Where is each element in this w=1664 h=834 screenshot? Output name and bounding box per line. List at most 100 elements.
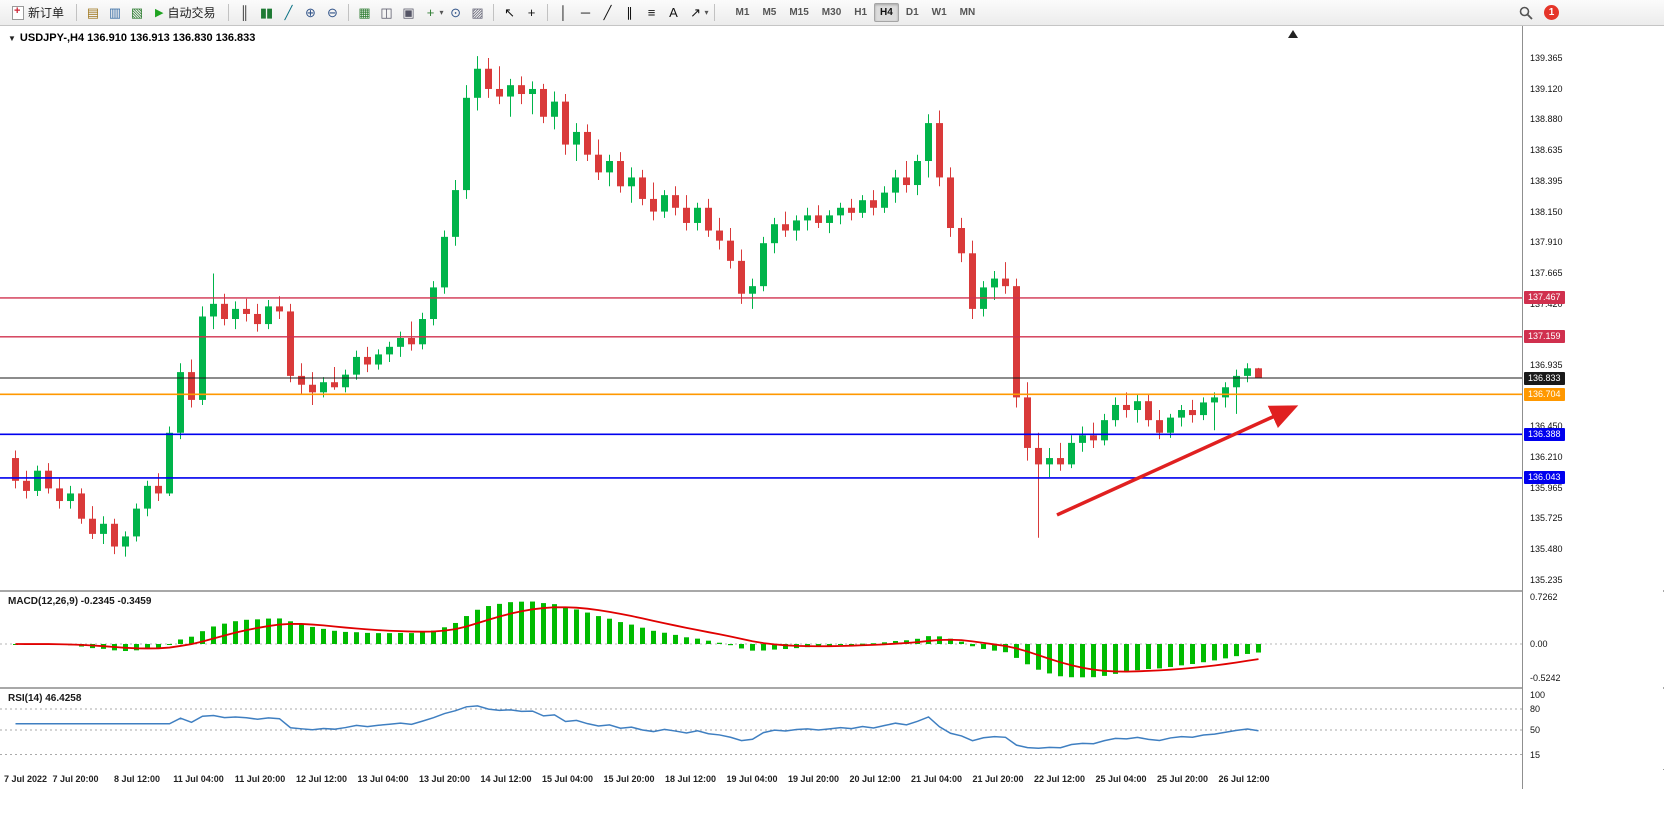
new-window-icon[interactable]: +	[426, 5, 435, 20]
candle-body	[540, 88, 547, 117]
search-icon[interactable]	[1515, 3, 1536, 23]
candle	[595, 139, 602, 180]
macd-histogram-bar	[486, 606, 491, 644]
candle	[892, 169, 899, 203]
market-watch-icon[interactable]: ▧	[130, 4, 143, 20]
timeframe-button-mn[interactable]: MN	[959, 7, 976, 18]
cascade-windows-icon[interactable]: ▣	[402, 4, 414, 20]
candle	[1233, 369, 1240, 414]
macd-histogram-bar	[167, 644, 172, 645]
macd-histogram-bar	[739, 644, 744, 649]
price-axis[interactable]: 139.365 139.120 138.880 138.635 138.395 138.1…	[1523, 26, 1663, 789]
equidistant-channel-icon[interactable]: ∥	[626, 4, 633, 20]
vertical-line-icon[interactable]: │	[559, 5, 567, 20]
collapse-triangle-icon[interactable]: ▼	[8, 34, 16, 43]
toolbar-separator	[227, 4, 229, 21]
timeframe-button-m5[interactable]: M5	[762, 7, 777, 18]
fibonacci-icon[interactable]: ≡	[647, 5, 656, 20]
arrows-icon[interactable]: ↗	[690, 4, 701, 20]
cursor-icon[interactable]: ↖	[504, 4, 515, 20]
candle-body	[914, 161, 921, 186]
macd-histogram-bar	[398, 632, 403, 644]
candle	[683, 195, 690, 231]
candle-body	[364, 356, 371, 365]
macd-histogram-bar	[343, 631, 348, 644]
candle	[188, 359, 195, 408]
zoom-in-icon[interactable]: ⊕	[305, 4, 316, 20]
timeframe-button-m15[interactable]: M15	[789, 7, 809, 18]
dropdown-caret-icon[interactable]: ▾	[704, 8, 709, 17]
candle	[485, 58, 492, 98]
candle-body	[1178, 410, 1185, 418]
macd-histogram-bar	[321, 628, 326, 644]
zoom-out-icon[interactable]: ⊖	[327, 4, 338, 20]
candle	[232, 301, 239, 330]
trendline-icon[interactable]: ╱	[603, 4, 612, 20]
new-order-button[interactable]: 新订单	[5, 1, 71, 24]
notification-badge[interactable]: 1	[1544, 5, 1559, 20]
price-tick: 135.965	[1530, 482, 1563, 493]
candle	[837, 202, 844, 225]
candle	[474, 56, 481, 111]
panel-resize-handle[interactable]	[0, 590, 1664, 592]
macd-histogram-bar	[882, 642, 887, 644]
candle	[914, 154, 921, 196]
candle-body	[903, 177, 910, 186]
timeframe-button-m30[interactable]: M30	[821, 7, 842, 18]
grid-icon[interactable]: ▦	[358, 4, 370, 20]
candle-body	[342, 374, 349, 388]
tile-windows-icon[interactable]: ◫	[380, 4, 392, 20]
macd-histogram-bar	[365, 632, 370, 644]
candle-body	[1101, 420, 1108, 441]
candle-body	[485, 68, 492, 89]
chart-snapshot-icon[interactable]: ▨	[471, 4, 483, 20]
macd-panel-canvas[interactable]	[0, 592, 1522, 687]
text-label-icon[interactable]: A	[669, 5, 678, 20]
panel-resize-handle[interactable]	[0, 687, 1664, 689]
candle-body	[1167, 417, 1174, 433]
macd-histogram-bar	[673, 634, 678, 644]
timeframe-button-d1[interactable]: D1	[905, 7, 919, 18]
candle-body	[694, 207, 701, 223]
candle-body	[738, 260, 745, 294]
candlestick-chart-icon[interactable]: ▮▮	[259, 4, 273, 20]
candle	[540, 83, 547, 124]
candle-body	[298, 375, 305, 385]
timeframe-button-w1[interactable]: W1	[931, 7, 947, 18]
price-chart-canvas[interactable]	[0, 26, 1522, 590]
rsi-panel-canvas[interactable]	[0, 689, 1522, 769]
macd-histogram-bar	[1014, 644, 1019, 658]
clock-icon[interactable]: ⊙	[450, 4, 461, 20]
line-chart-icon[interactable]: ╱	[284, 4, 293, 20]
time-axis-label: 7 Jul 20:00	[52, 774, 99, 784]
time-axis[interactable]: 7 Jul 2022 7 Jul 20:00 8 Jul 12:00 11 Jul 0…	[0, 769, 1522, 789]
macd-histogram-bar	[607, 618, 612, 644]
horizontal-line-icon[interactable]: ─	[580, 5, 590, 20]
profiles-icon[interactable]: ▥	[108, 4, 121, 20]
timeframe-button-h4[interactable]: H4	[874, 3, 899, 22]
macd-histogram-bar	[530, 601, 535, 644]
autotrading-button[interactable]: ▶ 自动交易	[148, 1, 222, 24]
macd-histogram-bar	[706, 640, 711, 644]
new-chart-icon[interactable]: ▤	[86, 4, 99, 20]
candle-body	[276, 306, 283, 312]
candle-body	[848, 207, 855, 213]
macd-histogram-bar	[431, 630, 436, 644]
timeframe-group: M1 M5 M15 M30 H1 H4 D1 W1 MN	[730, 3, 982, 22]
candle	[144, 480, 151, 517]
macd-histogram-bar	[750, 644, 755, 651]
timeframe-button-m1[interactable]: M1	[735, 7, 750, 18]
toolbar: 新订单 ▤ ▥ ▧ ▶ 自动交易 ║ ▮▮ ╱ ⊕ ⊖ ▦ ◫ ▣ + ▾ ⊙ ▨ ↖ + │ ─ ╱ ∥ ≡ A…	[0, 0, 1664, 26]
candle	[573, 123, 580, 162]
dropdown-caret-icon[interactable]: ▾	[439, 8, 444, 17]
macd-histogram-bar	[519, 601, 524, 644]
candle	[199, 306, 206, 405]
bar-chart-icon[interactable]: ║	[239, 5, 249, 20]
candle	[276, 296, 283, 320]
crosshair-icon[interactable]: +	[527, 5, 536, 20]
candle	[1112, 397, 1119, 427]
candle-body	[1046, 458, 1053, 465]
candle	[1145, 394, 1152, 427]
timeframe-button-h1[interactable]: H1	[854, 7, 868, 18]
trend-arrow[interactable]	[1056, 405, 1299, 517]
